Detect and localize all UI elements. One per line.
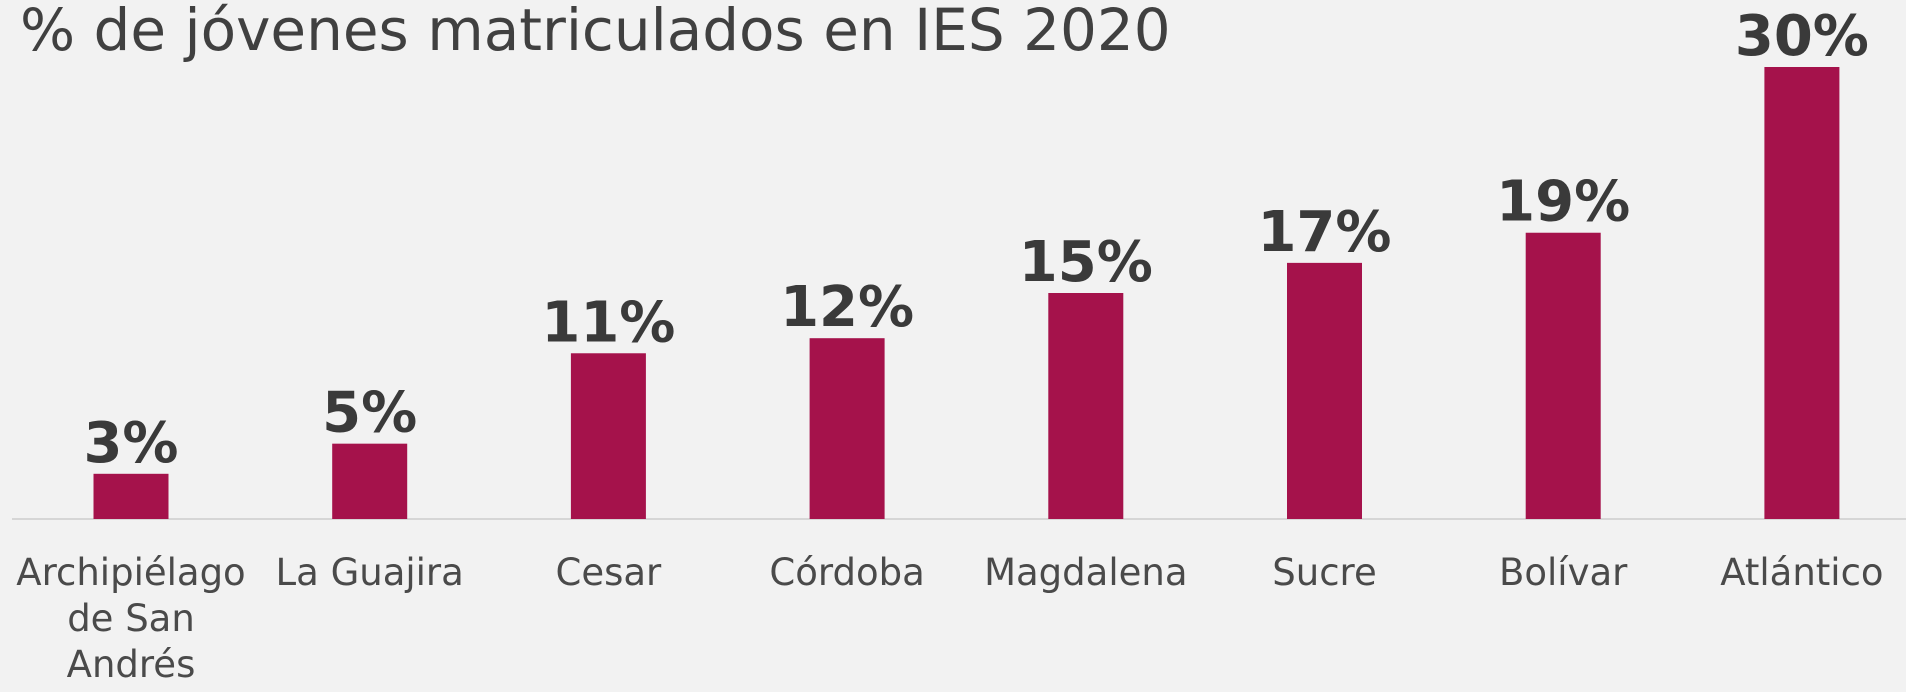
value-label: 19% [1496,170,1630,235]
value-label: 15% [1019,230,1153,295]
x-tick-label: Córdoba [769,551,925,594]
value-label: 5% [322,381,417,446]
bar [809,338,885,519]
bar [332,443,408,519]
chart-title: % de jóvenes matriculados en IES 2020 [20,0,1171,64]
value-label: 3% [83,411,178,476]
value-label: 30% [1735,4,1869,69]
x-tick-label: Cesar [555,551,662,594]
bar [1048,293,1124,519]
x-tick-label: Archipiélago de San Andrés [16,551,246,686]
bar [93,473,169,519]
bar [1525,232,1601,519]
value-label: 12% [780,275,914,340]
x-tick-label: Magdalena [984,551,1188,594]
x-tick-label: La Guajira [275,551,464,594]
bar [1764,67,1840,519]
bar [570,353,646,519]
value-label: 17% [1257,200,1391,265]
value-label: 11% [541,290,675,355]
x-tick-label: Bolívar [1499,551,1628,594]
bar [1287,262,1362,519]
x-tick-label: Atlántico [1720,551,1884,594]
x-tick-label: Sucre [1272,551,1377,594]
